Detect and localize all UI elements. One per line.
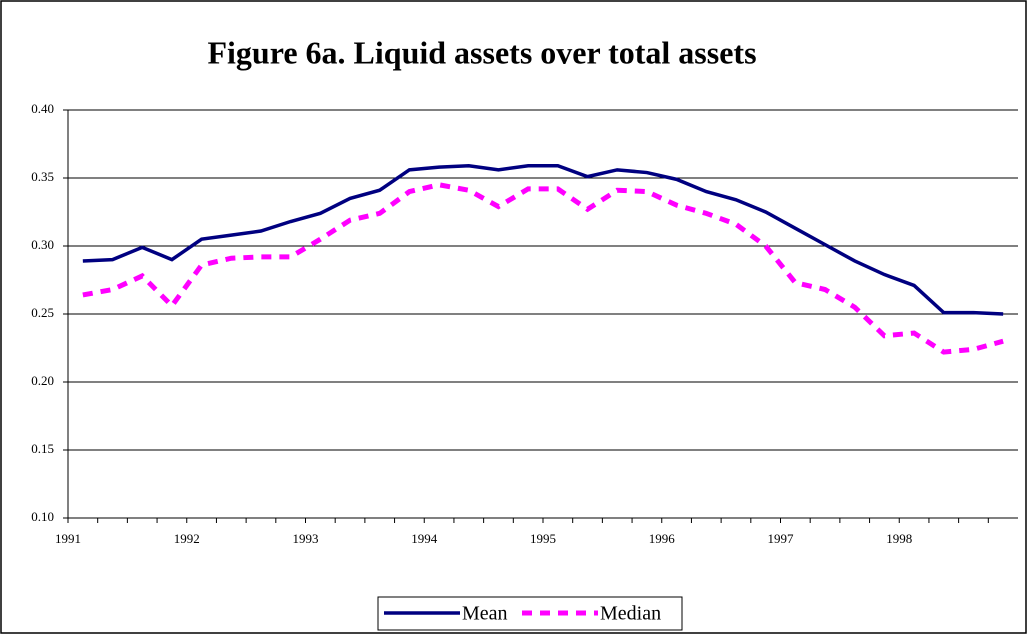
x-tick-label: 1991	[55, 531, 81, 546]
chart-title: Figure 6a. Liquid assets over total asse…	[207, 34, 756, 70]
y-tick-label: 0.20	[31, 373, 54, 388]
y-tick-label: 0.10	[31, 509, 54, 524]
x-tick-label: 1997	[768, 531, 795, 546]
x-tick-label: 1996	[649, 531, 676, 546]
legend-label: Median	[600, 603, 661, 625]
x-tick-label: 1993	[293, 531, 319, 546]
legend-label: Mean	[462, 603, 508, 625]
y-tick-label: 0.15	[31, 441, 54, 456]
line-series	[82, 182, 1004, 355]
y-tick-label: 0.35	[31, 169, 54, 184]
x-tick-label: 1995	[530, 531, 556, 546]
x-tick-label: 1994	[411, 531, 438, 546]
line-series	[82, 164, 1004, 316]
x-tick-label: 1992	[174, 531, 200, 546]
x-tick-label: 1998	[886, 531, 912, 546]
y-tick-label: 0.25	[31, 305, 54, 320]
y-tick-label: 0.40	[31, 101, 54, 116]
y-tick-label: 0.30	[31, 237, 54, 252]
